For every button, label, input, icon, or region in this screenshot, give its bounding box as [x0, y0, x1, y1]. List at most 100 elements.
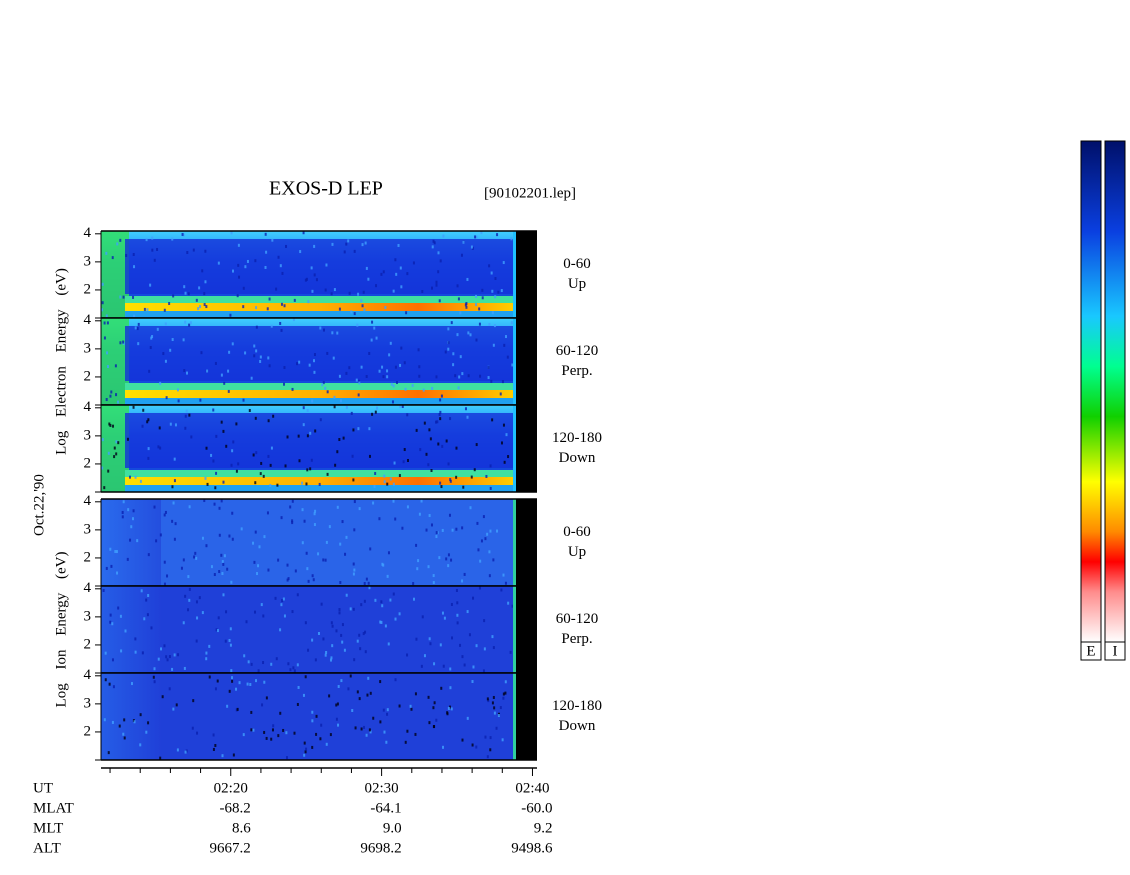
spectrogram-noise	[417, 348, 420, 352]
spectrogram-noise	[218, 570, 221, 574]
spectrogram-noise	[286, 578, 289, 582]
spectrogram-noise	[386, 375, 389, 379]
spectrogram-noise	[124, 629, 127, 633]
spectrogram-noise	[475, 745, 478, 749]
no-data	[516, 405, 537, 492]
spectrogram-noise	[491, 289, 494, 293]
spectrogram-noise	[466, 415, 469, 419]
spectrogram-noise	[406, 505, 409, 509]
spectrogram-noise	[433, 241, 436, 245]
spectrogram-noise	[109, 613, 112, 617]
spectrogram-noise	[269, 463, 272, 467]
spectrogram-noise	[272, 724, 275, 728]
spectrogram-noise	[185, 749, 188, 753]
spectrogram-noise	[435, 283, 438, 287]
spectrogram-noise	[291, 499, 294, 503]
spectrogram-noise	[133, 720, 136, 724]
spectrogram-noise	[429, 642, 432, 646]
spectrogram-noise	[231, 676, 234, 680]
spectrogram-noise	[347, 687, 350, 691]
spectrogram-noise	[116, 571, 119, 575]
spectrogram-noise	[306, 409, 309, 413]
spectrogram-noise	[403, 448, 406, 452]
spectrogram-noise	[472, 596, 475, 600]
spectrogram-noise	[106, 321, 109, 325]
spectrogram-noise	[502, 573, 505, 577]
spectrogram-noise	[343, 648, 346, 652]
spectrogram-noise	[414, 732, 417, 736]
spectrogram-noise	[119, 341, 122, 345]
spectrogram-noise	[184, 594, 187, 598]
spectrogram-noise	[163, 582, 166, 586]
spectrogram-noise	[500, 588, 503, 592]
spectrogram-noise	[371, 412, 374, 416]
spectrogram-noise	[289, 668, 292, 672]
spectrogram-noise	[227, 369, 230, 373]
spectrogram-noise	[189, 321, 192, 325]
spectrogram-noise	[215, 471, 218, 475]
spectrogram-noise	[171, 485, 174, 489]
spectrogram-noise	[467, 374, 470, 378]
spectrogram-noise	[246, 259, 249, 263]
spectrogram-noise	[491, 635, 494, 639]
spectrogram-noise	[177, 399, 180, 403]
spectrogram-noise	[310, 266, 313, 270]
spectrogram-noise	[499, 392, 502, 396]
spectrogram-noise	[326, 351, 329, 355]
spectrogram-noise	[362, 632, 365, 636]
spectrogram-noise	[392, 482, 395, 486]
spectrogram-noise	[392, 289, 395, 293]
spectrogram-noise	[203, 303, 206, 307]
spectrogram-noise	[325, 263, 328, 267]
spectrogram-noise	[276, 483, 279, 487]
spectrogram-noise	[253, 560, 256, 564]
spectrogram-noise	[479, 559, 482, 563]
spectrogram-noise	[286, 563, 289, 567]
spectrogram-noise	[242, 286, 245, 290]
spectrogram-noise	[423, 654, 426, 658]
spectrogram-noise	[505, 433, 508, 437]
spectrogram-noise	[449, 417, 452, 421]
spectrogram-noise	[128, 475, 131, 479]
spectrogram-noise	[296, 702, 299, 706]
spectrogram-noise	[205, 305, 208, 309]
spectrogram-noise	[145, 598, 148, 602]
panel-label: Perp.	[561, 363, 592, 379]
spectrogram-noise	[435, 280, 438, 284]
spectrogram-noise	[435, 718, 438, 722]
spectrogram-noise	[266, 307, 269, 311]
spectrogram-noise	[315, 732, 318, 736]
spectrogram-noise	[456, 601, 459, 605]
spectrogram-noise	[182, 233, 185, 237]
spectrogram-noise	[195, 556, 198, 560]
spectrogram-noise	[101, 282, 104, 286]
panel-label: 0-60	[563, 256, 591, 272]
ephemeris-value: 9698.2	[360, 840, 401, 856]
spectrogram-noise	[109, 394, 112, 398]
spectrogram-noise	[244, 351, 247, 355]
spectrogram-noise	[164, 359, 167, 363]
spectrogram-noise	[296, 362, 299, 366]
spectrogram-noise	[121, 515, 124, 519]
spectrogram-noise	[386, 369, 389, 373]
spectrogram-noise	[342, 436, 345, 440]
spectrogram-noise	[212, 459, 215, 463]
spectrogram-noise	[253, 354, 256, 358]
spectrogram-noise	[378, 369, 381, 373]
spectrogram-noise	[277, 734, 280, 738]
spectrogram-noise	[250, 662, 253, 666]
spectrogram-noise	[184, 320, 187, 324]
colorbar	[1080, 140, 1102, 643]
spectrogram-noise	[101, 466, 104, 470]
spectrogram-noise	[206, 482, 209, 486]
spectrogram-noise	[262, 661, 265, 665]
spectrogram-noise	[494, 295, 497, 299]
y-axis-label: Log Ion Energy (eV)	[53, 552, 69, 708]
spectrogram-noise	[456, 284, 459, 288]
spectrogram-noise	[409, 704, 412, 708]
spectrogram-noise	[254, 530, 257, 534]
spectrogram-noise	[269, 484, 272, 488]
spectrogram-noise	[463, 572, 466, 576]
spectrogram-noise	[126, 437, 129, 441]
spectrogram-noise	[293, 669, 296, 673]
